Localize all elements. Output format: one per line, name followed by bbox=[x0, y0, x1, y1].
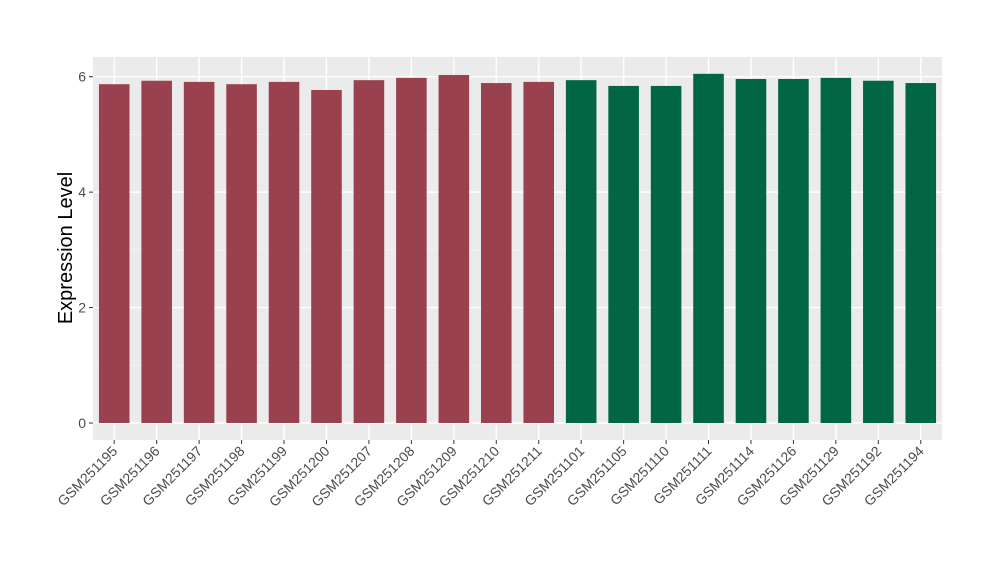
bar-GSM251196 bbox=[141, 80, 172, 423]
bar-GSM251207 bbox=[353, 80, 385, 424]
bar-GSM251111 bbox=[693, 73, 724, 424]
bar-GSM251197 bbox=[183, 81, 215, 423]
bar-GSM251211 bbox=[523, 81, 555, 423]
bar-GSM251199 bbox=[268, 81, 300, 423]
bar-GSM251200 bbox=[311, 89, 342, 424]
bar-GSM251192 bbox=[863, 80, 894, 423]
y-tick-label: 2 bbox=[78, 300, 86, 316]
bar-GSM251194 bbox=[905, 83, 937, 424]
bar-GSM251195 bbox=[98, 84, 130, 424]
y-tick-label: 6 bbox=[78, 69, 86, 85]
bar-GSM251198 bbox=[226, 84, 257, 424]
bar-GSM251114 bbox=[735, 79, 767, 423]
bar-GSM251110 bbox=[650, 85, 682, 424]
bar-GSM251209 bbox=[438, 74, 470, 423]
y-tick-label: 4 bbox=[78, 184, 86, 200]
bar-GSM251210 bbox=[480, 83, 512, 424]
bar-GSM251129 bbox=[820, 77, 852, 423]
plot-panel bbox=[93, 57, 942, 440]
bar-GSM251105 bbox=[608, 85, 639, 424]
y-axis-label: Expression Level bbox=[55, 172, 77, 324]
bar-GSM251126 bbox=[778, 79, 809, 423]
bar-GSM251101 bbox=[565, 80, 597, 424]
y-tick-label: 0 bbox=[78, 415, 86, 431]
bar-GSM251208 bbox=[396, 77, 427, 423]
